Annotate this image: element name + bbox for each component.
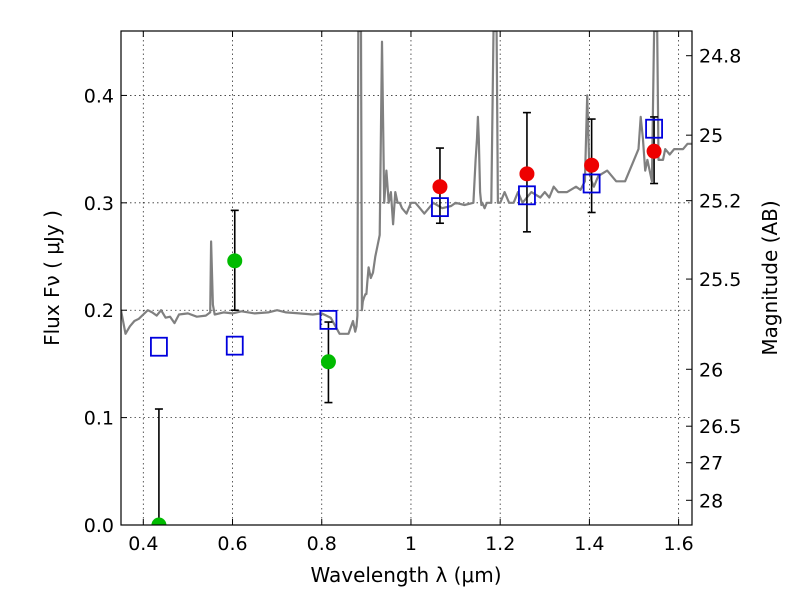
red-data-point bbox=[519, 166, 535, 182]
right-tick-label: 27 bbox=[699, 453, 723, 475]
right-tick-label: 26 bbox=[699, 359, 723, 381]
x-axis-label: Wavelength λ (μm) bbox=[310, 563, 501, 587]
green-data-point bbox=[227, 253, 243, 269]
right-tick-label: 24.8 bbox=[699, 46, 741, 68]
model-square-point bbox=[431, 197, 449, 218]
y-tick-label: 0.3 bbox=[84, 193, 114, 215]
model-square-point bbox=[518, 185, 536, 206]
y-tick-label: 0.4 bbox=[84, 85, 114, 107]
red-data-point bbox=[646, 143, 662, 159]
plot-frame bbox=[120, 30, 693, 526]
grid-lines bbox=[121, 31, 692, 526]
error-bar-layer bbox=[154, 111, 659, 525]
right-tick-label: 25.5 bbox=[699, 269, 741, 291]
marker-layer bbox=[150, 118, 663, 525]
red-data-point bbox=[584, 157, 600, 173]
right-tick-label: 28 bbox=[699, 490, 723, 512]
x-tick-label: 1 bbox=[405, 533, 417, 555]
right-axis-label: Magnitude (AB) bbox=[758, 200, 782, 355]
spectrum-layer bbox=[121, 31, 692, 335]
y-axis-label: Flux Fν ( μJy ) bbox=[40, 210, 64, 346]
model-square-point bbox=[225, 335, 244, 356]
y-tick-label: 0.1 bbox=[84, 408, 114, 430]
green-data-point bbox=[151, 517, 167, 525]
model-square-point bbox=[319, 309, 338, 330]
tick-layer: 0.4 0.6 0.8 1 1.2 1.4 1.6 0.0 0.1 0.2 0.3 0.4 24.8 25… bbox=[84, 31, 741, 555]
right-tick-label: 25.2 bbox=[699, 191, 741, 213]
red-data-point bbox=[432, 179, 448, 195]
x-tick-label: 1.6 bbox=[664, 533, 694, 555]
model-square-point bbox=[150, 336, 168, 357]
model-square-point bbox=[645, 118, 663, 139]
model-square-point bbox=[582, 173, 601, 194]
y-tick-label: 0.0 bbox=[84, 515, 114, 537]
right-tick-label: 26.5 bbox=[699, 416, 741, 438]
green-data-point bbox=[320, 354, 336, 370]
sed-spectrum-line bbox=[121, 31, 692, 335]
x-tick-label: 1.2 bbox=[485, 533, 515, 555]
x-tick-label: 0.8 bbox=[307, 533, 337, 555]
y-tick-label: 0.2 bbox=[84, 300, 114, 322]
right-tick-label: 25 bbox=[699, 125, 723, 147]
x-tick-label: 0.6 bbox=[217, 533, 247, 555]
x-tick-label: 1.4 bbox=[574, 533, 604, 555]
x-tick-label: 0.4 bbox=[128, 533, 158, 555]
